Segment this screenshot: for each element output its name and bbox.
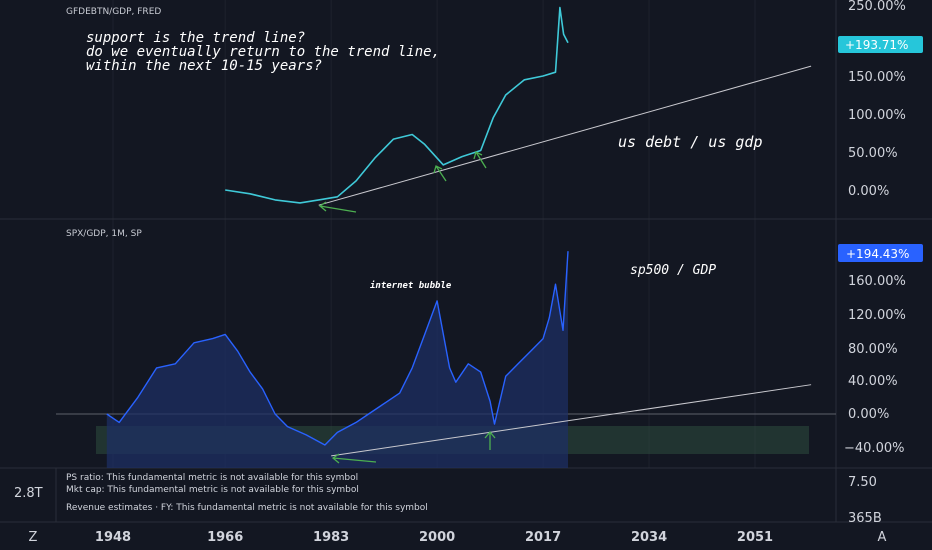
top-arrow-2008-path [473, 151, 487, 169]
top-annotation-line-2: do we eventually return to the trend lin… [86, 44, 440, 60]
top-last-value-badge[interactable]: +193.71% [838, 36, 923, 53]
fundamentals-left-value: 2.8T [14, 486, 43, 501]
x-tick-label: 2051 [737, 530, 773, 545]
debt-gdp-line [225, 6, 569, 204]
bottom-last-value-text: +194.43% [846, 247, 909, 261]
bottom-last-value-badge-bg [838, 244, 923, 262]
auto-scale-button[interactable]: A [878, 530, 887, 545]
bottom-series-group [106, 251, 569, 468]
x-tick-label: 2034 [631, 530, 667, 545]
bottom-y-tick-0: 0.00% [848, 407, 889, 422]
top-annotation-line-3: within the next 10-15 years? [86, 58, 322, 74]
top-arrow-2000 [433, 165, 447, 182]
bottom-y-tick-80: 80.00% [848, 342, 898, 357]
bottom-arrow-2009 [484, 430, 496, 450]
x-tick-label: 2017 [525, 530, 561, 545]
top-series-group [225, 6, 569, 204]
time-axis[interactable]: Z A 1948 1966 1983 2000 2017 2034 2051 [29, 530, 887, 545]
bottom-arrow-1983 [331, 453, 377, 464]
top-y-tick-100: 100.00% [848, 108, 906, 123]
fundamentals-ps-ratio: PS ratio: This fundamental metric is not… [66, 473, 358, 483]
top-pane[interactable]: GFDEBTN/GDP, FRED support is the trend l… [66, 0, 923, 213]
internet-bubble-label: internet bubble [370, 280, 452, 291]
top-trend-line[interactable] [318, 65, 812, 206]
bottom-side-label: sp500 / GDP [630, 263, 716, 278]
timezone-button[interactable]: Z [29, 530, 38, 545]
top-last-value-badge-bg [838, 36, 923, 53]
top-side-label: us debt / us gdp [618, 133, 763, 151]
top-arrow-2008 [473, 151, 487, 169]
bottom-trend-group [331, 384, 812, 457]
x-tick-label: 1966 [207, 530, 243, 545]
top-last-value-text: +193.71% [845, 38, 908, 52]
fundamentals-right-value-1: 7.50 [848, 475, 877, 490]
top-arrow-2000-path [433, 165, 447, 182]
bottom-pane-source-label[interactable]: SPX/GDP, 1M, SP [66, 229, 142, 239]
bottom-arrow-2009-path [484, 430, 496, 450]
top-annotation-line-1: support is the trend line? [86, 30, 305, 46]
bottom-y-tick-120: 120.00% [848, 308, 906, 323]
bottom-y-tick-160: 160.00% [848, 274, 906, 289]
x-tick-label: 2000 [419, 530, 455, 545]
top-arrow-1983-path [318, 201, 357, 213]
top-y-tick-250: 250.00% [848, 0, 906, 14]
top-arrow-1983 [318, 201, 357, 213]
fundamentals-mkt-cap: Mkt cap: This fundamental metric is not … [66, 485, 359, 495]
top-pane-source-label[interactable]: GFDEBTN/GDP, FRED [66, 7, 161, 17]
fundamentals-right-value-2: 365B [848, 511, 882, 526]
top-trend-group [318, 65, 812, 206]
spx-gdp-line [106, 251, 569, 446]
spx-gdp-area [106, 251, 569, 468]
bottom-arrow-1983-path [331, 453, 377, 464]
top-y-tick-50: 50.00% [848, 146, 898, 161]
fundamentals-revenue-estimates: Revenue estimates · FY: This fundamental… [66, 503, 428, 513]
bottom-pane[interactable]: SPX/GDP, 1M, SP internet bubble sp500 / … [56, 229, 923, 468]
bottom-trend-line[interactable] [331, 384, 812, 457]
fundamentals-pane[interactable]: 2.8T PS ratio: This fundamental metric i… [14, 473, 882, 526]
bottom-last-value-badge[interactable]: +194.43% [838, 244, 923, 262]
bottom-y-tick-40: 40.00% [848, 374, 898, 389]
x-tick-label: 1983 [313, 530, 349, 545]
x-tick-label: 1948 [95, 530, 131, 545]
bottom-y-tick-minus40: −40.00% [844, 441, 904, 456]
vertical-gridlines [112, 0, 756, 468]
top-y-tick-0: 0.00% [848, 184, 889, 199]
top-y-tick-150: 150.00% [848, 70, 906, 85]
